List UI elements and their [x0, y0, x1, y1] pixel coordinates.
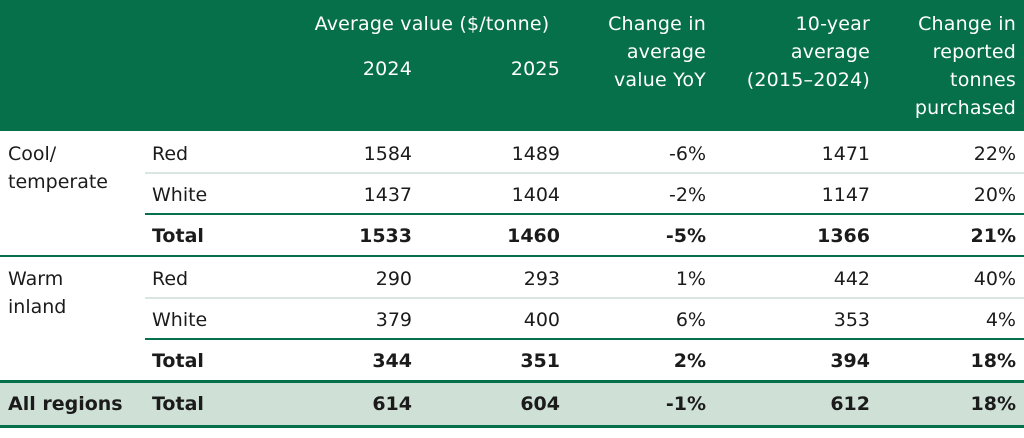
cell-change-tonnes: 20%	[973, 184, 1016, 206]
row-type: White	[152, 309, 208, 331]
cell-change-yoy: 1%	[675, 268, 706, 290]
cell-ten-year: 353	[833, 309, 870, 331]
cell-2025: 604	[520, 393, 560, 415]
cell-2024: 614	[372, 393, 412, 415]
cell-2024: 379	[375, 309, 412, 331]
region-divider	[0, 255, 1024, 257]
cell-change-yoy: 6%	[675, 309, 706, 331]
cell-ten-year: 442	[833, 268, 870, 290]
row-divider	[145, 213, 1024, 215]
all-regions-row	[0, 383, 1024, 425]
table-bottom-border	[0, 425, 1024, 428]
cell-ten-year: 394	[830, 350, 870, 372]
header-change-yoy: Change in average value YoY	[608, 13, 706, 91]
row-type: Red	[152, 268, 189, 290]
cell-change-tonnes: 22%	[973, 143, 1016, 165]
all-regions-label: All regions	[8, 393, 123, 415]
cell-2025: 351	[520, 350, 560, 372]
region-name-cool-temperate: Cool/ temperate	[8, 143, 108, 193]
row-type: White	[152, 184, 208, 206]
header-average-value: Average value ($/tonne)	[314, 13, 550, 35]
cell-2024: 1437	[363, 184, 412, 206]
cell-change-tonnes: 18%	[970, 393, 1016, 415]
cell-ten-year: 612	[830, 393, 870, 415]
cell-2025: 293	[523, 268, 560, 290]
region-name-warm-inland: Warm inland	[8, 268, 67, 318]
header-change-tonnes: Change in reported tonnes purchased	[914, 13, 1016, 119]
row-type: Total	[152, 393, 204, 415]
cell-2024: 290	[375, 268, 412, 290]
cell-change-tonnes: 18%	[970, 350, 1016, 372]
cell-change-yoy: -1%	[665, 393, 706, 415]
cell-change-yoy: -5%	[665, 225, 706, 247]
cell-ten-year: 1366	[817, 225, 870, 247]
cell-change-yoy: 2%	[673, 350, 706, 372]
row-type: Red	[152, 143, 189, 165]
header-ten-year-average: 10-year average (2015–2024)	[746, 13, 870, 91]
cell-2024: 344	[372, 350, 412, 372]
row-type: Total	[152, 225, 204, 247]
header-2025: 2025	[510, 58, 560, 80]
table-header: Average value ($/tonne) 2024 2025 Change…	[0, 0, 1024, 131]
cell-ten-year: 1147	[821, 184, 870, 206]
cell-2024: 1584	[363, 143, 412, 165]
cell-2025: 1460	[507, 225, 560, 247]
cell-change-yoy: -2%	[669, 184, 706, 206]
row-divider	[145, 172, 1024, 174]
cell-2025: 400	[523, 309, 560, 331]
row-divider	[145, 338, 1024, 340]
row-divider	[145, 297, 1024, 299]
cell-change-tonnes: 21%	[970, 225, 1016, 247]
cell-ten-year: 1471	[821, 143, 870, 165]
row-type: Total	[152, 350, 204, 372]
cell-2025: 1489	[511, 143, 560, 165]
cell-change-tonnes: 40%	[973, 268, 1016, 290]
cell-change-tonnes: 4%	[985, 309, 1016, 331]
region-divider	[0, 380, 1024, 383]
cell-2025: 1404	[511, 184, 560, 206]
cell-change-yoy: -6%	[669, 143, 706, 165]
cell-2024: 1533	[359, 225, 412, 247]
header-2024: 2024	[362, 58, 412, 80]
